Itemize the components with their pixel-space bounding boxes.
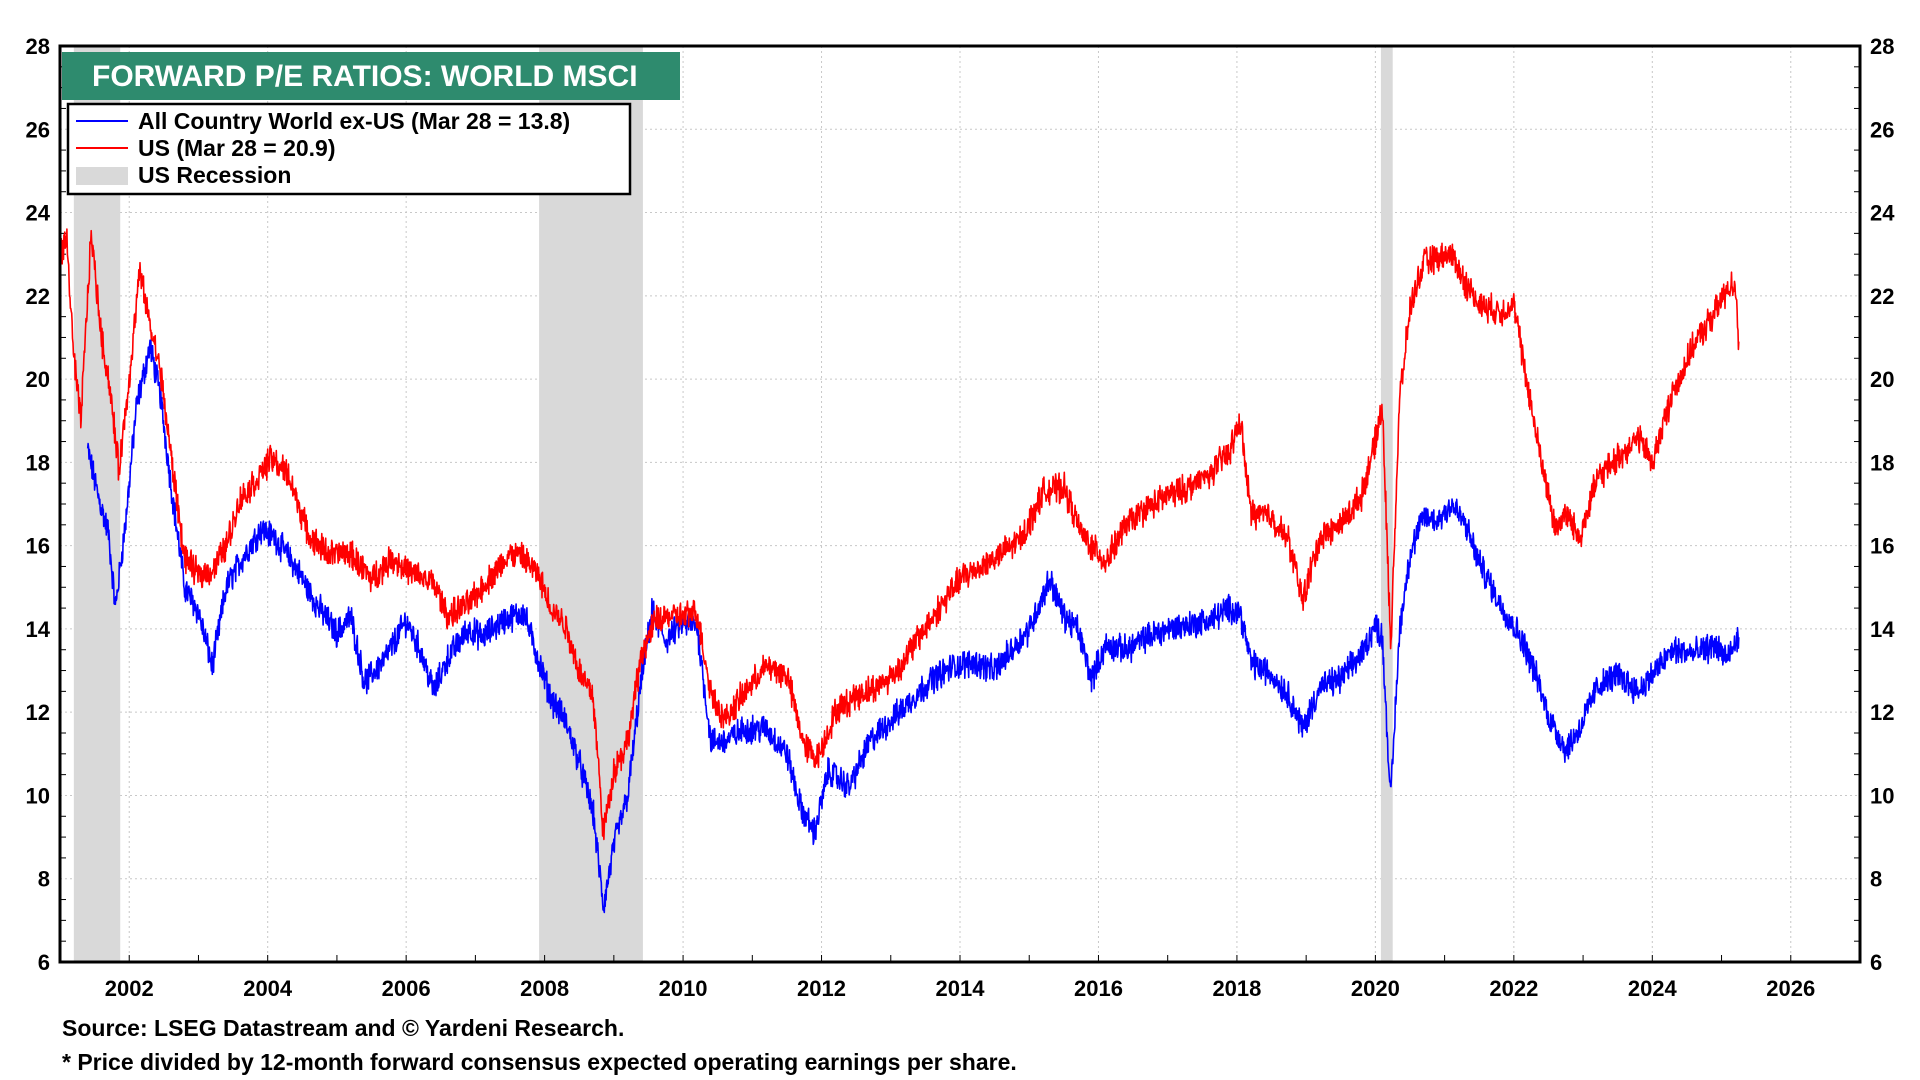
- recession-band: [73, 46, 121, 962]
- recession-band: [1380, 46, 1393, 962]
- x-tick-label: 2020: [1351, 976, 1400, 1001]
- x-tick-label: 2014: [936, 976, 986, 1001]
- y-tick-label-right: 24: [1870, 201, 1895, 226]
- x-tick-label: 2018: [1212, 976, 1261, 1001]
- chart-title-banner: FORWARD P/E RATIOS: WORLD MSCI: [62, 52, 680, 100]
- x-tick-label: 2026: [1766, 976, 1815, 1001]
- legend-label-ex-us: All Country World ex-US (Mar 28 = 13.8): [138, 108, 570, 134]
- grid-lines: [60, 46, 1860, 962]
- x-tick-label: 2006: [382, 976, 431, 1001]
- y-tick-label-right: 22: [1870, 284, 1894, 309]
- x-tick-label: 2016: [1074, 976, 1123, 1001]
- y-axis-left-labels: 6 8 10 12 14 16 18 20 22 24 26 28: [26, 34, 51, 975]
- y-tick-label-right: 18: [1870, 450, 1894, 475]
- chart-title: FORWARD P/E RATIOS: WORLD MSCI: [92, 60, 638, 93]
- y-tick-label-right: 26: [1870, 117, 1894, 142]
- y-tick-label-left: 8: [38, 867, 50, 892]
- x-tick-label: 2008: [520, 976, 569, 1001]
- y-tick-label-right: 12: [1870, 700, 1894, 725]
- legend-label-recession: US Recession: [138, 162, 291, 188]
- x-tick-label: 2012: [797, 976, 846, 1001]
- series-lines: [59, 228, 1740, 914]
- y-tick-label-left: 24: [26, 201, 51, 226]
- title-background: [62, 52, 680, 100]
- legend-label-us: US (Mar 28 = 20.9): [138, 135, 336, 161]
- x-axis-labels: 2002 2004 2006 2008 2010 2012 2014 2016 2018 2020…: [105, 976, 1815, 1001]
- y-tick-label-right: 10: [1870, 783, 1894, 808]
- y-tick-label-left: 18: [26, 450, 50, 475]
- y-tick-label-left: 6: [38, 950, 50, 975]
- y-tick-label-right: 28: [1870, 34, 1894, 59]
- y-tick-label-left: 20: [26, 367, 50, 392]
- x-tick-label: 2022: [1489, 976, 1538, 1001]
- y-tick-label-right: 8: [1870, 867, 1882, 892]
- series-line-us: [59, 228, 1740, 841]
- y-tick-label-left: 26: [26, 117, 50, 142]
- x-tick-label: 2002: [105, 976, 154, 1001]
- y-tick-label-left: 28: [26, 34, 50, 59]
- legend-swatch-recession: [76, 167, 128, 185]
- legend-box: [66, 102, 632, 196]
- x-tick-label: 2010: [659, 976, 708, 1001]
- y-tick-label-right: 20: [1870, 367, 1894, 392]
- y-tick-label-left: 16: [26, 534, 50, 559]
- x-tick-label: 2004: [243, 976, 293, 1001]
- x-tick-label: 2024: [1628, 976, 1678, 1001]
- y-tick-label-right: 16: [1870, 534, 1894, 559]
- series-line-ex-us: [86, 339, 1740, 914]
- y-tick-label-left: 10: [26, 783, 50, 808]
- footnote-definition: * Price divided by 12-month forward cons…: [62, 1049, 1017, 1075]
- y-tick-label-left: 22: [26, 284, 50, 309]
- legend: All Country World ex-US (Mar 28 = 13.8) …: [66, 102, 632, 196]
- y-tick-label-left: 14: [26, 617, 51, 642]
- source-note: Source: LSEG Datastream and © Yardeni Re…: [62, 1015, 625, 1041]
- y-axis-right-labels: 6 8 10 12 14 16 18 20 22 24 26 28: [1870, 34, 1895, 975]
- y-tick-label-right: 14: [1870, 617, 1895, 642]
- y-tick-label-right: 6: [1870, 950, 1882, 975]
- plot-frame: [58, 44, 1862, 964]
- y-tick-label-left: 12: [26, 700, 50, 725]
